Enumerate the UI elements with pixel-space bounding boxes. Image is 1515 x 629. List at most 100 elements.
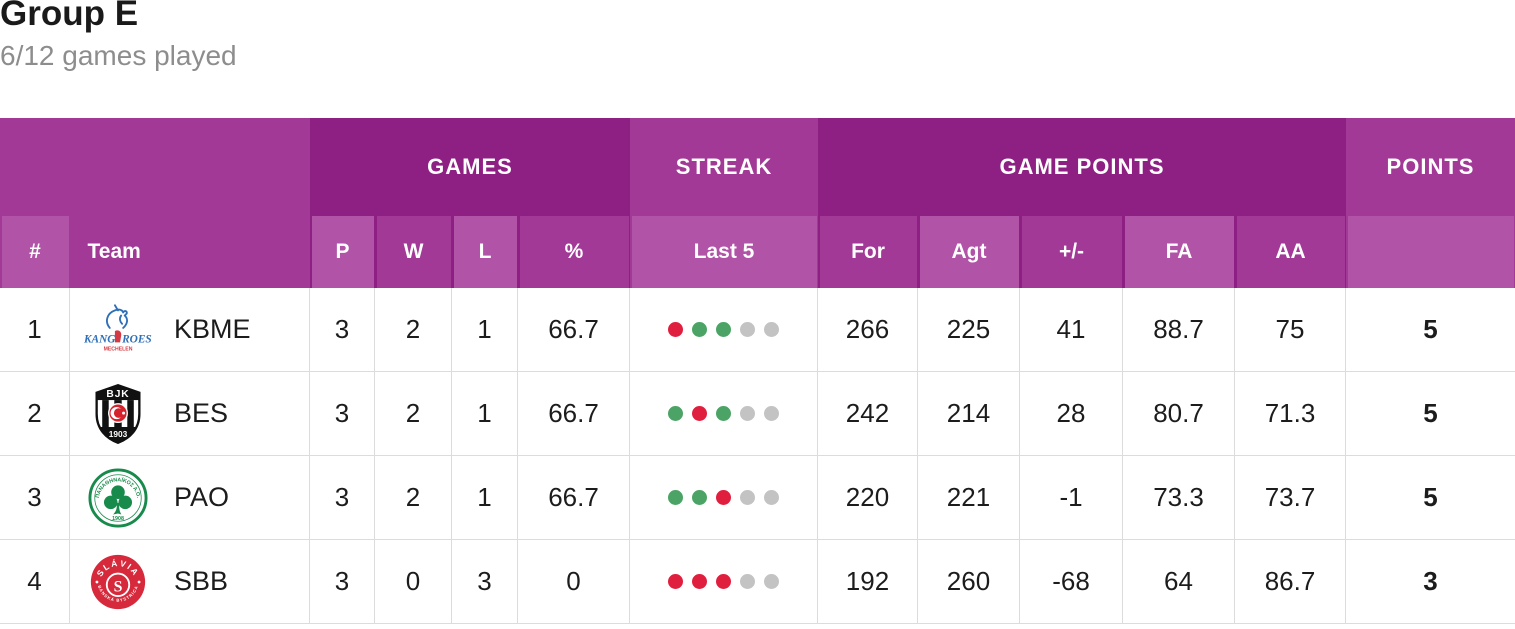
col-header-win-pct: % [519, 216, 629, 288]
cell-l: 1 [452, 288, 518, 371]
streak-dot-empty-icon [764, 574, 779, 589]
table-row[interactable]: 4 SLÁVIA BANSKÁ BYSTRICA S SBB 3 0 3 0 192 260 -68 6… [0, 540, 1515, 624]
cell-w: 2 [375, 372, 452, 455]
col-header-aa: AA [1236, 216, 1345, 288]
table-row[interactable]: 2 BJK 1903 BES 3 2 1 66.7 242 214 28 80.7 71.3 5 [0, 372, 1515, 456]
streak-dot-loss-icon [668, 574, 683, 589]
cell-points: 5 [1423, 398, 1438, 428]
svg-text:ROES: ROES [121, 333, 152, 345]
cell-fa: 80.7 [1123, 372, 1235, 455]
streak-dot-win-icon [692, 490, 707, 505]
cell-points: 5 [1423, 314, 1438, 344]
cell-l: 1 [452, 372, 518, 455]
cell-pts_against: 260 [918, 540, 1020, 623]
streak-cell [630, 540, 818, 623]
cell-pct: 0 [518, 540, 630, 623]
cell-diff: 28 [1020, 372, 1123, 455]
streak-dot-win-icon [692, 322, 707, 337]
group-header-game-points: GAME POINTS [818, 118, 1346, 216]
streak-dot-empty-icon [740, 574, 755, 589]
cell-diff: 41 [1020, 288, 1123, 371]
games-played-status: 6/12 games played [0, 40, 237, 71]
team-cell: BJK 1903 BES [70, 372, 310, 455]
col-header-points-blank [1347, 216, 1514, 288]
streak-dot-loss-icon [668, 322, 683, 337]
cell-pts_for: 192 [818, 540, 918, 623]
col-header-for: For [819, 216, 917, 288]
streak-dot-loss-icon [716, 490, 731, 505]
cell-l: 3 [452, 540, 518, 623]
cell-aa: 75 [1235, 288, 1346, 371]
col-header-team: Team [71, 216, 309, 288]
team-cell: KANG ROES MECHELEN KBME [70, 288, 310, 371]
team-logo-bes-icon: BJK 1903 [84, 379, 152, 449]
team-code: SBB [174, 566, 229, 596]
svg-text:1903: 1903 [109, 429, 128, 439]
cell-points: 3 [1423, 566, 1438, 596]
streak-dot-win-icon [668, 406, 683, 421]
streak-cell [630, 288, 818, 371]
cell-fa: 64 [1123, 540, 1235, 623]
team-code: BES [174, 398, 229, 428]
cell-l: 1 [452, 456, 518, 539]
cell-w: 2 [375, 456, 452, 539]
team-code: KBME [174, 314, 251, 344]
cell-p: 3 [310, 456, 375, 539]
team-cell: ΠΑΝΑΘΗΝΑΪΚΟΣ Α.Ο. 1908 PAO [70, 456, 310, 539]
cell-aa: 86.7 [1235, 540, 1346, 623]
cell-pts_for: 242 [818, 372, 918, 455]
streak-dot-loss-icon [716, 574, 731, 589]
standings-table: GAMES STREAK GAME POINTS POINTS # Team P… [0, 118, 1515, 624]
cell-rank: 2 [0, 372, 70, 455]
cell-p: 3 [310, 372, 375, 455]
streak-dot-win-icon [668, 490, 683, 505]
cell-p: 3 [310, 288, 375, 371]
cell-rank: 4 [0, 540, 70, 623]
cell-pts_for: 220 [818, 456, 918, 539]
cell-aa: 73.7 [1235, 456, 1346, 539]
cell-pct: 66.7 [518, 456, 630, 539]
cell-w: 0 [375, 540, 452, 623]
cell-pct: 66.7 [518, 372, 630, 455]
cell-w: 2 [375, 288, 452, 371]
streak-dot-empty-icon [764, 322, 779, 337]
team-logo-pao-icon: ΠΑΝΑΘΗΝΑΪΚΟΣ Α.Ο. 1908 [84, 463, 152, 533]
table-column-header-row: # Team P W L % Last 5 For Agt +/- FA AA [0, 216, 1515, 288]
team-cell: SLÁVIA BANSKÁ BYSTRICA S SBB [70, 540, 310, 623]
col-header-plus-minus: +/- [1021, 216, 1122, 288]
table-row[interactable]: 1 KANG ROES MECHELEN KBME 3 2 1 66.7 266 225 41 88.7… [0, 288, 1515, 372]
group-header-blank [0, 118, 310, 216]
cell-pct: 66.7 [518, 288, 630, 371]
cell-p: 3 [310, 540, 375, 623]
streak-cell [630, 456, 818, 539]
cell-diff: -1 [1020, 456, 1123, 539]
svg-text:S: S [114, 578, 123, 595]
col-header-played: P [311, 216, 374, 288]
cell-aa: 71.3 [1235, 372, 1346, 455]
cell-diff: -68 [1020, 540, 1123, 623]
col-header-wins: W [376, 216, 451, 288]
cell-pts_for: 266 [818, 288, 918, 371]
streak-dot-win-icon [716, 406, 731, 421]
group-header-points: POINTS [1346, 118, 1515, 216]
col-header-against: Agt [919, 216, 1019, 288]
svg-text:1908: 1908 [112, 515, 124, 521]
svg-text:BJK: BJK [106, 388, 129, 399]
svg-text:KANG: KANG [84, 333, 116, 345]
streak-dot-empty-icon [764, 490, 779, 505]
streak-dot-empty-icon [740, 490, 755, 505]
cell-rank: 1 [0, 288, 70, 371]
team-logo-sbb-icon: SLÁVIA BANSKÁ BYSTRICA S [84, 547, 152, 617]
cell-pts_against: 225 [918, 288, 1020, 371]
table-row[interactable]: 3 ΠΑΝΑΘΗΝΑΪΚΟΣ Α.Ο. 1908 PAO 3 2 1 66.7 220 221 -1… [0, 456, 1515, 540]
streak-dot-loss-icon [692, 574, 707, 589]
streak-dot-empty-icon [740, 322, 755, 337]
col-header-last5: Last 5 [631, 216, 817, 288]
streak-cell [630, 372, 818, 455]
col-header-losses: L [453, 216, 517, 288]
svg-text:MECHELEN: MECHELEN [104, 346, 133, 352]
cell-pts_against: 214 [918, 372, 1020, 455]
team-logo-kbme-icon: KANG ROES MECHELEN [84, 295, 152, 365]
team-code: PAO [174, 482, 230, 512]
